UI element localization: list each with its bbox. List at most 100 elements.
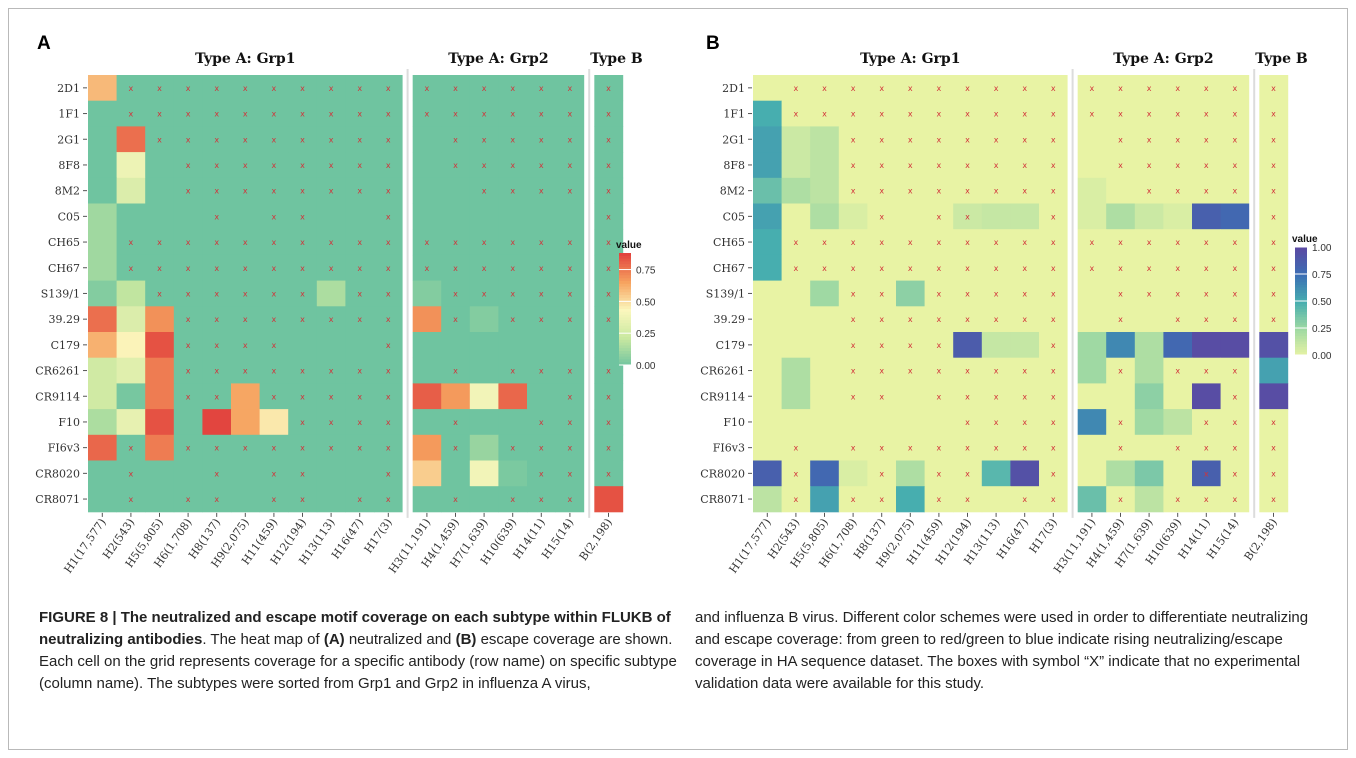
heatmap-cell: [231, 383, 260, 410]
no-data-x-mark: x: [994, 135, 999, 144]
heatmap-cell: [1077, 280, 1107, 307]
no-data-x-mark: x: [386, 469, 391, 478]
no-data-x-mark: x: [1118, 264, 1123, 273]
heatmap-cell: [173, 75, 203, 102]
no-data-x-mark: x: [568, 418, 573, 427]
heatmap-cell: [1163, 332, 1193, 359]
no-data-x-mark: x: [214, 341, 219, 350]
heatmap-cell: [1134, 203, 1164, 230]
no-data-x-mark: x: [186, 110, 191, 119]
no-data-x-mark: x: [1051, 469, 1056, 478]
heatmap-cell: [374, 357, 403, 384]
no-data-x-mark: x: [272, 84, 277, 93]
no-data-x-mark: x: [606, 315, 611, 324]
heatmap-cell: [498, 434, 528, 461]
heatmap-cell: [527, 383, 556, 410]
no-data-x-mark: x: [1175, 84, 1180, 93]
no-data-x-mark: x: [879, 289, 884, 298]
no-data-x-mark: x: [510, 161, 515, 170]
no-data-x-mark: x: [1271, 418, 1276, 427]
heatmap-cell: [1220, 254, 1250, 281]
heatmap-cell: [1163, 306, 1193, 333]
heatmap-cell: [145, 177, 175, 204]
no-data-x-mark: x: [214, 367, 219, 376]
heatmap-cell: [469, 409, 499, 436]
group-separator-line: [588, 69, 591, 518]
row-label: 2D1: [722, 82, 745, 95]
no-data-x-mark: x: [1271, 238, 1276, 247]
heatmap-cell: [88, 357, 117, 384]
legend-gradient-step: [1295, 292, 1307, 297]
heatmap-cell: [1259, 254, 1289, 281]
heatmap-cell: [810, 229, 840, 256]
heatmap-cell: [810, 383, 840, 410]
no-data-x-mark: x: [214, 212, 219, 221]
heatmap-cell: [316, 75, 346, 102]
heatmap-cell: [1134, 229, 1164, 256]
heatmap-cell: [953, 203, 983, 230]
no-data-x-mark: x: [1233, 238, 1238, 247]
no-data-x-mark: x: [186, 161, 191, 170]
heatmap-cell: [1163, 126, 1193, 153]
heatmap-cell: [867, 280, 897, 307]
heatmap-cell: [316, 100, 346, 127]
legend-gradient-step: [1295, 349, 1307, 353]
no-data-x-mark: x: [214, 135, 219, 144]
heatmap-cell: [288, 126, 318, 153]
heatmap-cell: [555, 460, 585, 487]
heatmap-cell: [555, 75, 585, 102]
heatmap-cell: [781, 332, 811, 359]
heatmap-cell: [288, 280, 318, 307]
heatmap-cell: [259, 306, 289, 333]
heatmap-cell: [345, 177, 375, 204]
heatmap-cell: [1220, 177, 1250, 204]
heatmap-cell: [345, 332, 375, 359]
heatmap-cell: [781, 306, 811, 333]
no-data-x-mark: x: [453, 238, 458, 247]
heatmap-cell: [1259, 100, 1289, 127]
heatmap-cell: [896, 486, 925, 513]
heatmap-cell: [1259, 486, 1289, 513]
heatmap-cell: [953, 152, 983, 179]
no-data-x-mark: x: [357, 187, 362, 196]
no-data-x-mark: x: [510, 110, 515, 119]
no-data-x-mark: x: [300, 418, 305, 427]
heatmap-cell: [412, 100, 442, 127]
no-data-x-mark: x: [1022, 418, 1027, 427]
legend-gradient-step: [619, 314, 631, 318]
heatmap-a: A x x x x x x x x x x x x x x x x xx x x x x x x x x x x x x x x x xx x x x…: [35, 33, 656, 576]
heatmap-cell: [1106, 203, 1136, 230]
heatmap-cell: [1259, 280, 1289, 307]
heatmap-cell: [1077, 486, 1107, 513]
no-data-x-mark: x: [539, 264, 544, 273]
legend-tick-label: 0.75: [1312, 270, 1332, 281]
no-data-x-mark: x: [1022, 161, 1027, 170]
legend-gradient-step: [1295, 309, 1307, 313]
heatmap-cell: [1163, 100, 1193, 127]
heatmap-cell: [594, 229, 624, 256]
heatmap-cell: [116, 177, 146, 204]
no-data-x-mark: x: [965, 495, 970, 504]
column-label: H17(3): [362, 516, 395, 556]
heatmap-cell: [231, 486, 260, 513]
heatmap-cell: [1192, 357, 1221, 384]
heatmap-cell: [867, 254, 897, 281]
no-data-x-mark: x: [214, 392, 219, 401]
heatmap-cell: [981, 126, 1011, 153]
heatmap-cell: [838, 357, 868, 384]
heatmap-cell: [1134, 357, 1164, 384]
heatmap-cell: [953, 229, 983, 256]
legend-gradient-step: [1295, 260, 1307, 264]
row-label: CR8020: [700, 467, 745, 480]
heatmap-cell: [1220, 409, 1250, 436]
heatmap-cell: [1192, 177, 1221, 204]
no-data-x-mark: x: [937, 289, 942, 298]
no-data-x-mark: x: [357, 495, 362, 504]
heatmap-cell: [594, 75, 624, 102]
row-label: CR8071: [35, 493, 80, 506]
no-data-x-mark: x: [1051, 392, 1056, 401]
no-data-x-mark: x: [453, 367, 458, 376]
no-data-x-mark: x: [1051, 212, 1056, 221]
no-data-x-mark: x: [300, 212, 305, 221]
heatmap-cell: [924, 254, 954, 281]
